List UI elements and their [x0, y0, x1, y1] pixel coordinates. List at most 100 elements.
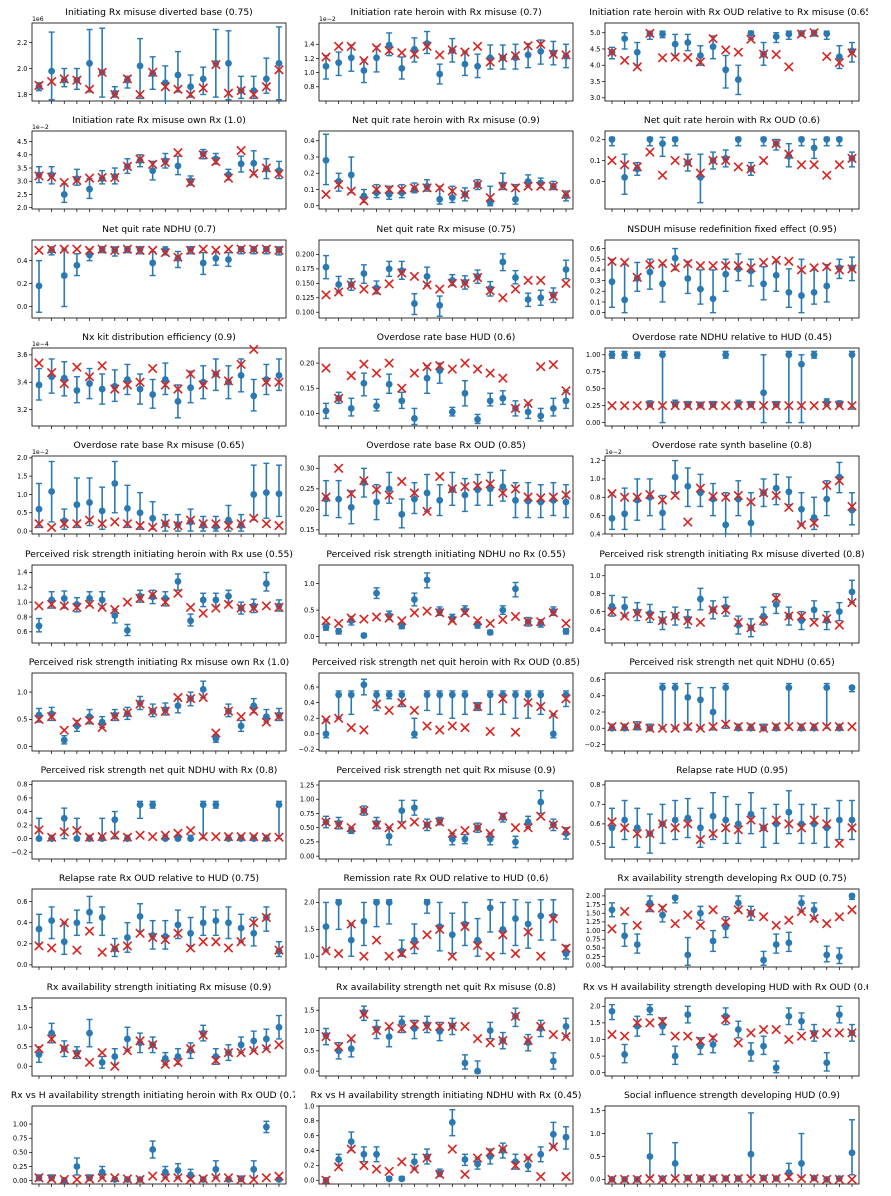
estimate-point — [734, 76, 742, 83]
estimate-point — [136, 245, 144, 253]
truth-marker — [72, 244, 82, 254]
truth-marker — [834, 1027, 845, 1038]
axis-exponent-label: 1e−2 — [32, 124, 49, 131]
estimate-point — [823, 684, 831, 691]
truth-marker — [97, 360, 107, 371]
truth-marker — [434, 724, 445, 735]
truth-marker — [409, 271, 420, 281]
truth-marker — [695, 168, 706, 179]
chart-panel: Overdose rate base Rx OUD (0.85) 0.15 0.20… — [300, 440, 574, 538]
truth-marker — [447, 615, 458, 625]
truth-marker — [498, 693, 508, 704]
truth-marker — [720, 719, 731, 729]
truth-marker — [784, 400, 794, 411]
estimate-point — [73, 175, 81, 183]
estimate-point — [499, 181, 507, 189]
estimate-point — [48, 246, 56, 254]
estimate-point — [347, 404, 355, 412]
truth-marker — [619, 1174, 630, 1185]
y-tick-label: 0.8 — [304, 1117, 315, 1125]
estimate-point — [524, 920, 532, 928]
truth-marker — [59, 378, 70, 389]
estimate-point — [549, 1057, 557, 1065]
truth-marker — [670, 490, 680, 501]
truth-marker — [173, 692, 183, 703]
truth-marker — [274, 602, 284, 612]
truth-marker — [708, 156, 718, 166]
truth-marker — [147, 363, 158, 374]
truth-marker — [110, 830, 120, 841]
estimate-point — [187, 177, 194, 185]
y-tick-label: 0.0 — [17, 835, 28, 843]
chart-panel: Perceived risk strength net quit heroin … — [298, 657, 580, 754]
estimate-point — [275, 601, 283, 609]
axes-frame — [318, 564, 574, 643]
y-tick-label: 1.5 — [590, 1019, 601, 1027]
truth-marker — [211, 831, 221, 842]
truth-marker — [346, 186, 357, 197]
estimate-point — [499, 483, 507, 491]
estimate-point — [73, 386, 81, 394]
truth-marker — [784, 721, 794, 732]
truth-marker — [248, 706, 259, 716]
truth-marker — [84, 599, 95, 609]
truth-marker — [333, 393, 344, 403]
estimate-point — [149, 801, 157, 809]
truth-marker — [548, 181, 559, 192]
estimate-point — [98, 718, 106, 726]
estimate-point — [187, 83, 194, 91]
axes-frame — [31, 22, 287, 102]
truth-marker — [185, 89, 196, 100]
truth-marker — [236, 602, 246, 613]
estimate-point — [621, 1050, 629, 1058]
truth-marker — [472, 701, 483, 712]
truth-marker — [535, 493, 546, 503]
truth-marker — [321, 817, 331, 827]
truth-marker — [510, 823, 521, 833]
estimate-point — [262, 1123, 270, 1131]
truth-marker — [758, 257, 769, 267]
y-tick-label: 1.00 — [300, 796, 315, 804]
truth-marker — [135, 593, 145, 603]
estimate-point — [48, 835, 56, 843]
estimate-point — [486, 397, 494, 405]
estimate-point — [524, 408, 532, 416]
truth-marker — [160, 380, 171, 390]
estimate-point — [385, 191, 393, 199]
truth-marker — [434, 360, 445, 371]
truth-marker — [223, 244, 234, 254]
estimate-point — [149, 259, 157, 266]
estimate-point — [848, 1149, 856, 1157]
truth-marker — [384, 1166, 394, 1177]
y-tick-label: −0.2 — [11, 849, 27, 857]
truth-marker — [670, 156, 680, 166]
truth-marker — [434, 607, 445, 618]
estimate-point — [373, 691, 380, 699]
truth-marker — [498, 811, 508, 822]
estimate-point — [60, 736, 68, 744]
estimate-point — [385, 691, 393, 699]
truth-marker — [683, 615, 693, 625]
truth-marker — [236, 711, 246, 722]
truth-marker — [619, 1031, 630, 1041]
estimate-point — [562, 498, 570, 506]
truth-marker — [147, 159, 158, 170]
truth-marker — [708, 828, 718, 839]
truth-marker — [535, 811, 546, 822]
y-tick-label: 0.5 — [304, 606, 315, 614]
y-tick-label: 1.5 — [17, 1004, 28, 1012]
estimate-point — [633, 351, 641, 359]
truth-marker — [371, 820, 382, 830]
chart-title: Perceived risk strength net quit NDHU wi… — [41, 765, 278, 776]
y-tick-label: 0.15 — [300, 526, 315, 534]
truth-marker — [510, 283, 521, 294]
estimate-point — [237, 160, 245, 168]
truth-marker — [211, 728, 221, 738]
truth-marker — [834, 912, 845, 922]
y-tick-label: 0.5 — [590, 840, 601, 848]
estimate-point — [360, 1008, 368, 1016]
estimate-point — [237, 722, 245, 730]
truth-marker — [34, 358, 44, 368]
truth-marker — [321, 52, 331, 62]
estimate-point — [524, 51, 532, 59]
